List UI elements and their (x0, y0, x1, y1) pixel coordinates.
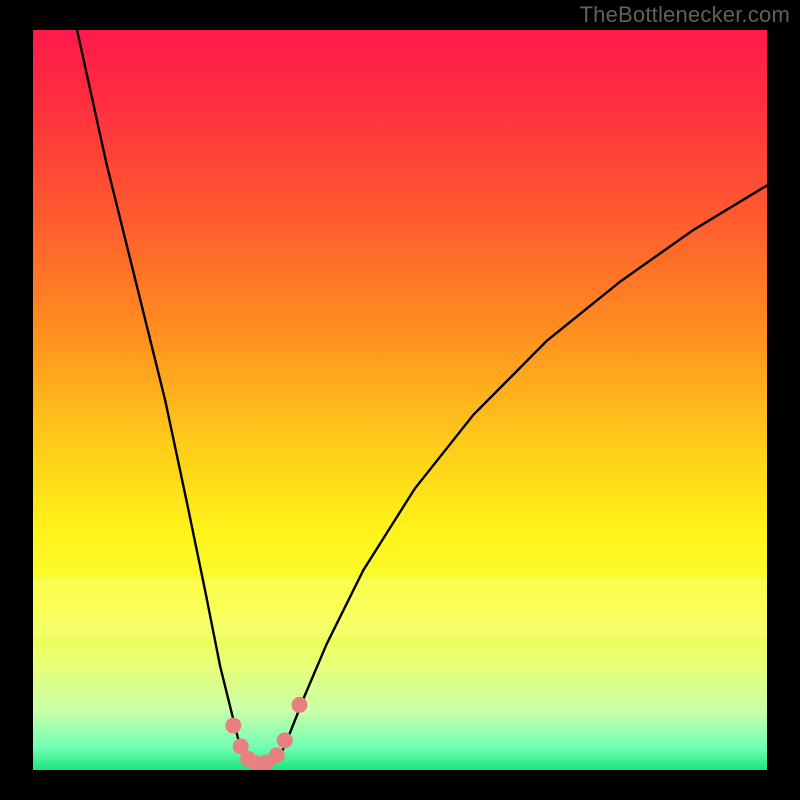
plot-area (33, 30, 767, 770)
chart-svg (33, 30, 767, 770)
gradient-background (33, 30, 767, 770)
reference-band (33, 578, 767, 637)
chart-container: TheBottlenecker.com (0, 0, 800, 800)
watermark-text: TheBottlenecker.com (580, 2, 790, 28)
marker-point (291, 697, 307, 713)
marker-point (225, 718, 241, 734)
marker-point (277, 732, 293, 748)
marker-point (269, 747, 285, 763)
